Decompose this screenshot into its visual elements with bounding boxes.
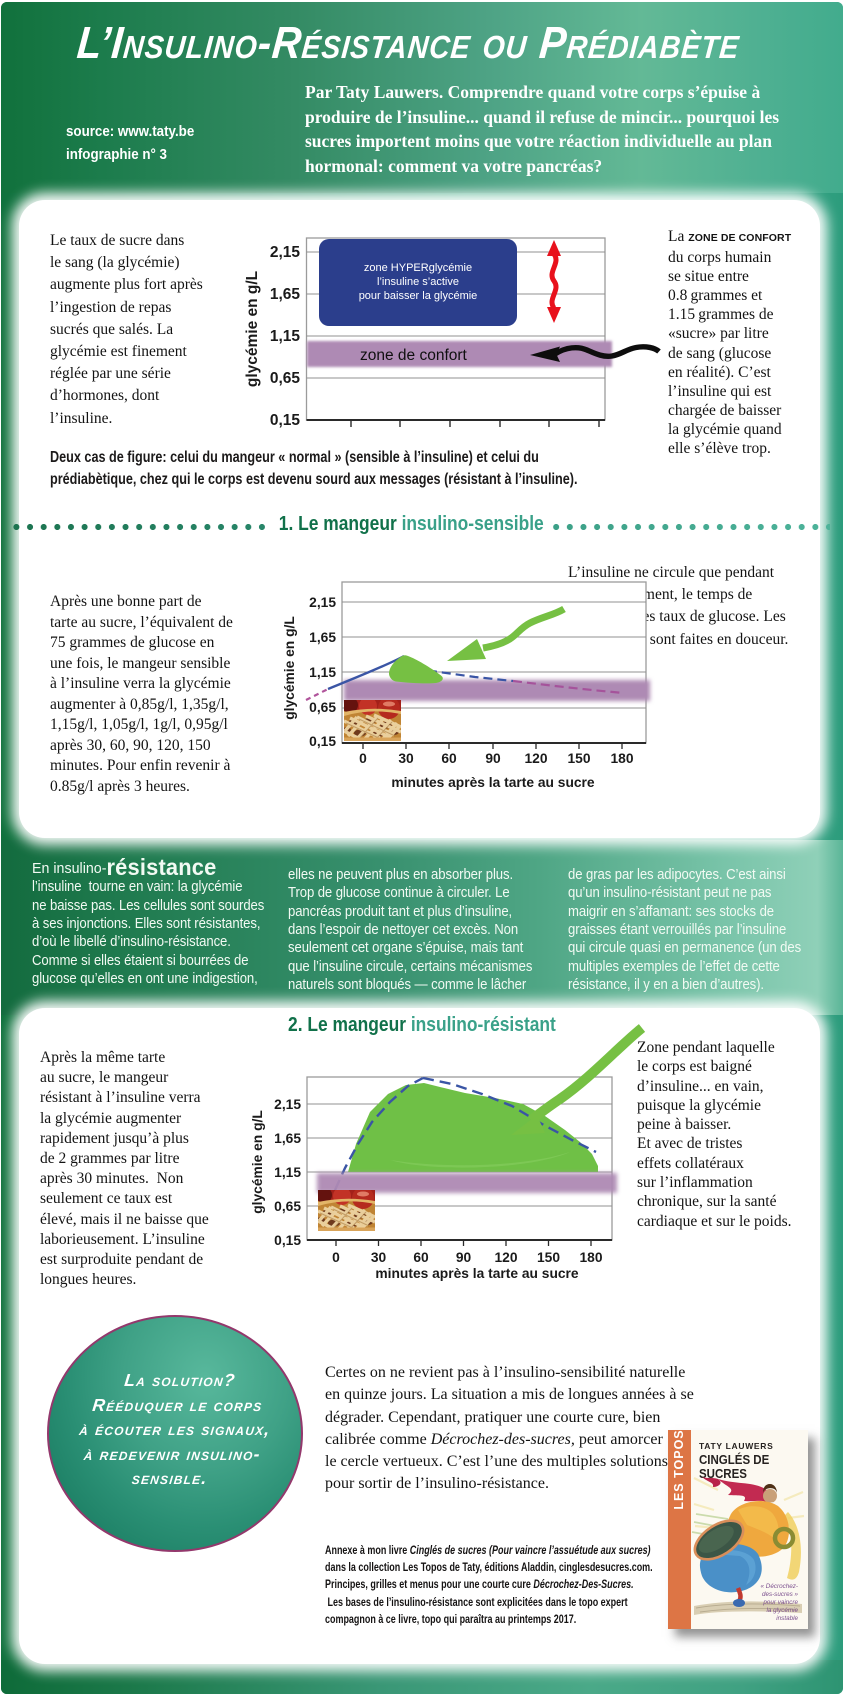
svg-text:0,15: 0,15 [274, 1233, 301, 1248]
svg-text:1,15: 1,15 [309, 665, 336, 680]
svg-text:180: 180 [579, 1250, 602, 1265]
svg-text:30: 30 [371, 1250, 387, 1265]
svg-text:90: 90 [456, 1250, 472, 1265]
svg-text:1,15: 1,15 [270, 328, 301, 345]
svg-text:2,15: 2,15 [309, 595, 336, 610]
svg-text:glycémie en g/L: glycémie en g/L [244, 271, 261, 387]
svg-text:150: 150 [537, 1250, 560, 1265]
svg-text:0,65: 0,65 [309, 700, 336, 715]
svg-text:1,65: 1,65 [274, 1131, 301, 1146]
svg-text:pour vaincre: pour vaincre [762, 1599, 798, 1606]
svg-text:pour baisser la glycémie: pour baisser la glycémie [359, 290, 478, 302]
svg-text:des-sucres »: des-sucres » [762, 1591, 799, 1598]
svg-text:180: 180 [610, 751, 633, 766]
svg-text:120: 120 [524, 751, 547, 766]
svg-text:« Décrochez-: « Décrochez- [761, 1583, 798, 1590]
svg-text:0: 0 [332, 1250, 340, 1265]
svg-text:2,15: 2,15 [274, 1097, 301, 1112]
svg-text:2,15: 2,15 [270, 244, 301, 261]
svg-text:1,65: 1,65 [309, 630, 336, 645]
svg-text:30: 30 [398, 751, 414, 766]
svg-text:90: 90 [485, 751, 501, 766]
svg-text:0,15: 0,15 [270, 412, 301, 429]
svg-text:minutes après la tarte au sucr: minutes après la tarte au sucre [391, 775, 595, 790]
svg-text:glycémie en g/L: glycémie en g/L [282, 616, 297, 720]
svg-text:60: 60 [441, 751, 457, 766]
svg-text:150: 150 [567, 751, 590, 766]
svg-text:0,15: 0,15 [309, 734, 336, 749]
svg-text:l’insuline s’active: l’insuline s’active [377, 276, 459, 288]
svg-text:la glycémie: la glycémie [767, 1607, 799, 1614]
svg-text:0,65: 0,65 [274, 1199, 301, 1214]
svg-text:minutes après la tarte au sucr: minutes après la tarte au sucre [375, 1266, 579, 1281]
svg-text:glycémie en g/L: glycémie en g/L [250, 1110, 265, 1214]
svg-text:1,65: 1,65 [270, 286, 301, 303]
svg-text:1,15: 1,15 [274, 1165, 301, 1180]
svg-text:60: 60 [413, 1250, 429, 1265]
svg-text:zone HYPERglycémie: zone HYPERglycémie [364, 262, 472, 274]
svg-text:instable: instable [776, 1615, 798, 1622]
svg-text:zone de confort: zone de confort [360, 347, 468, 364]
svg-text:0: 0 [359, 751, 367, 766]
svg-text:0,65: 0,65 [270, 370, 301, 387]
svg-text:120: 120 [494, 1250, 517, 1265]
